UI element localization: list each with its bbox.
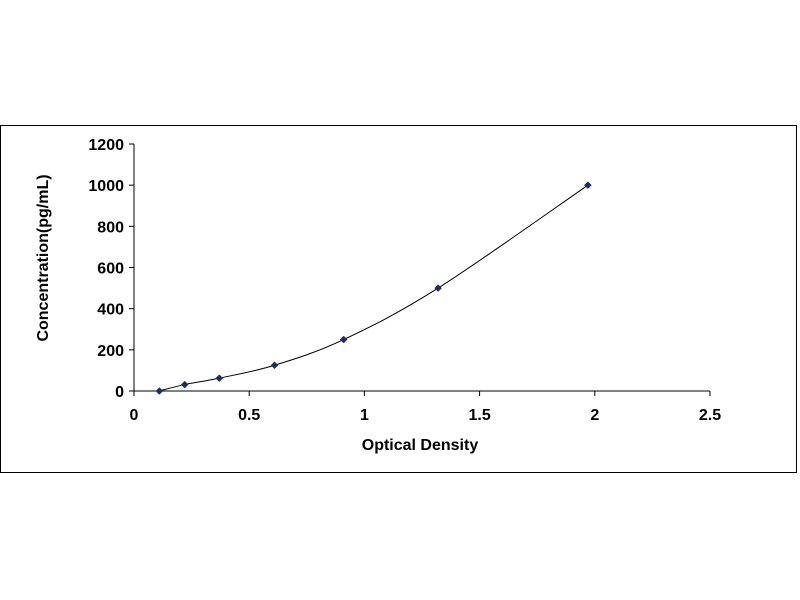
y-tick-label: 0 <box>115 384 124 401</box>
y-tick-label: 1200 <box>88 137 124 154</box>
data-point <box>155 387 164 395</box>
data-point <box>584 181 592 190</box>
y-tick-label: 800 <box>97 219 124 236</box>
curve-layer <box>159 184 589 392</box>
data-point <box>180 380 189 389</box>
y-tick-label: 1000 <box>88 178 124 195</box>
y-ticks: 0 200 400 600 800 1000 1200 <box>88 137 134 401</box>
axes <box>133 144 710 392</box>
points-layer <box>155 181 592 395</box>
data-point <box>434 284 442 292</box>
x-tick-label: 2 <box>590 407 599 424</box>
x-tick-label: 1.5 <box>468 407 490 424</box>
y-tick-label: 200 <box>97 343 124 360</box>
x-tick-label: 0 <box>130 407 139 424</box>
data-point <box>339 335 348 344</box>
y-axis-title: Concentration(pg/mL) <box>35 174 52 341</box>
x-ticks: 0 0.5 1 1.5 2 2.5 <box>130 391 721 424</box>
chart-frame <box>0 125 797 473</box>
x-axis-title: Optical Density <box>362 437 479 454</box>
y-tick-label: 400 <box>97 302 124 319</box>
y-tick-label: 600 <box>97 261 124 278</box>
trend-curve <box>159 184 589 392</box>
data-point <box>215 374 224 382</box>
x-tick-label: 1 <box>360 407 369 424</box>
data-point <box>270 361 279 370</box>
x-tick-label: 0.5 <box>238 407 260 424</box>
x-tick-label: 2.5 <box>699 407 721 424</box>
